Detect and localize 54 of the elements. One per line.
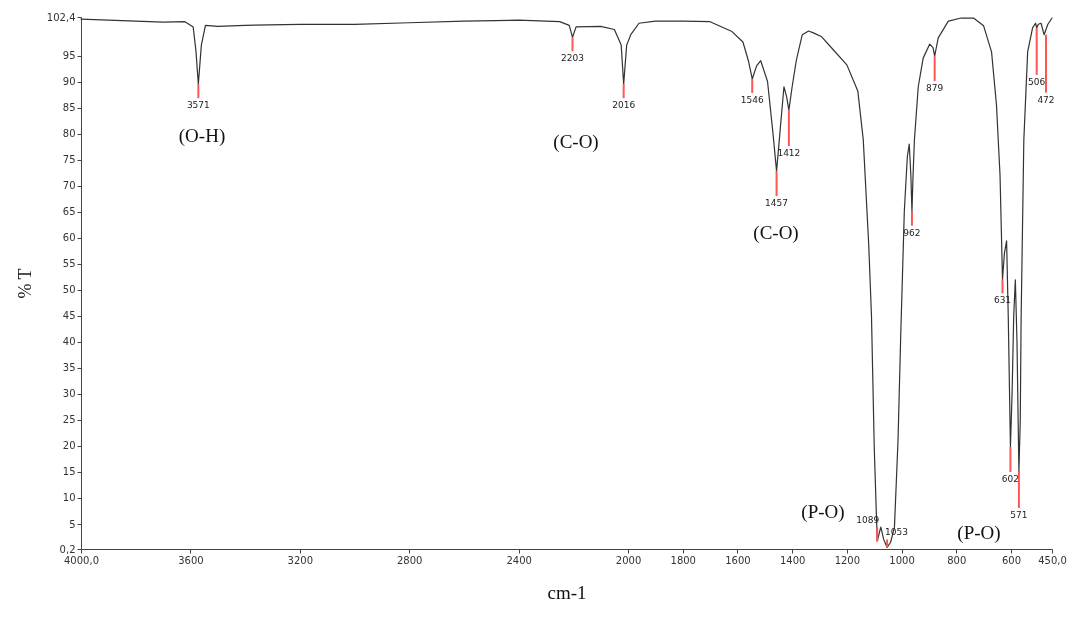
x-tick-label: 450,0 — [1038, 554, 1067, 566]
x-tick-label: 600 — [1001, 554, 1022, 566]
y-tick-label: 60 — [62, 232, 76, 244]
y-axis-title: % T — [14, 268, 35, 299]
y-tick-label: 85 — [62, 102, 76, 114]
x-tick-label: 3600 — [178, 554, 204, 566]
x-tick-label: 2400 — [506, 554, 532, 566]
x-tick-label: 800 — [947, 554, 967, 566]
x-tick-label: 1000 — [889, 554, 915, 566]
x-tick-label: 1400 — [779, 554, 806, 566]
annotation: 2203 — [561, 53, 584, 64]
annotation: 879 — [926, 83, 944, 94]
y-tick-label: 102,4 — [46, 11, 76, 23]
annotation: 1546 — [740, 94, 764, 105]
y-tick-label: 20 — [62, 440, 76, 452]
annotation: 1412 — [777, 148, 801, 159]
y-tick-label: 10 — [62, 492, 76, 504]
y-tick-label: 90 — [62, 76, 76, 88]
y-tick-label: 75 — [62, 154, 76, 166]
y-tick-label: 95 — [62, 50, 76, 62]
y-tick-label: 25 — [62, 414, 76, 426]
x-tick-label: 4000,0 — [64, 554, 99, 566]
annotation: (P-O) — [801, 501, 845, 523]
y-tick-label: 50 — [62, 284, 76, 296]
x-axis-title: cm-1 — [547, 581, 587, 603]
y-tick-label: 15 — [62, 466, 76, 478]
x-tick-label: 2000 — [615, 554, 642, 566]
annotation: 2016 — [612, 100, 636, 111]
annotation: 571 — [1010, 509, 1028, 520]
x-tick-label: 1800 — [670, 554, 696, 566]
y-tick-label: 45 — [62, 310, 76, 322]
annotation: 472 — [1037, 94, 1055, 105]
y-tick-label: 35 — [62, 362, 76, 374]
annotation: 1457 — [765, 198, 789, 209]
y-tick-label: 40 — [62, 336, 76, 348]
annotation: (P-O) — [957, 522, 1001, 544]
x-tick-label: 3200 — [287, 554, 314, 566]
annotation: (C-O) — [753, 222, 799, 244]
y-tick-label: 80 — [62, 128, 76, 140]
annotation: (O-H) — [178, 125, 226, 147]
y-tick-label: 30 — [62, 388, 76, 400]
y-tick-label: 55 — [62, 258, 76, 270]
y-tick-label: 0,2 — [59, 543, 76, 555]
y-tick-label: 70 — [62, 180, 76, 192]
x-tick-label: 1200 — [834, 554, 861, 566]
x-tick-label: 2800 — [397, 554, 423, 566]
x-tick-label: 1600 — [725, 554, 751, 566]
annotation: 3571 — [186, 100, 210, 111]
annotation: 602 — [1001, 473, 1020, 484]
y-tick-label: 65 — [62, 206, 76, 218]
annotation: 506 — [1028, 76, 1046, 87]
annotation: (C-O) — [553, 131, 599, 153]
annotation: 962 — [903, 227, 921, 238]
y-tick-label: 5 — [69, 518, 76, 530]
